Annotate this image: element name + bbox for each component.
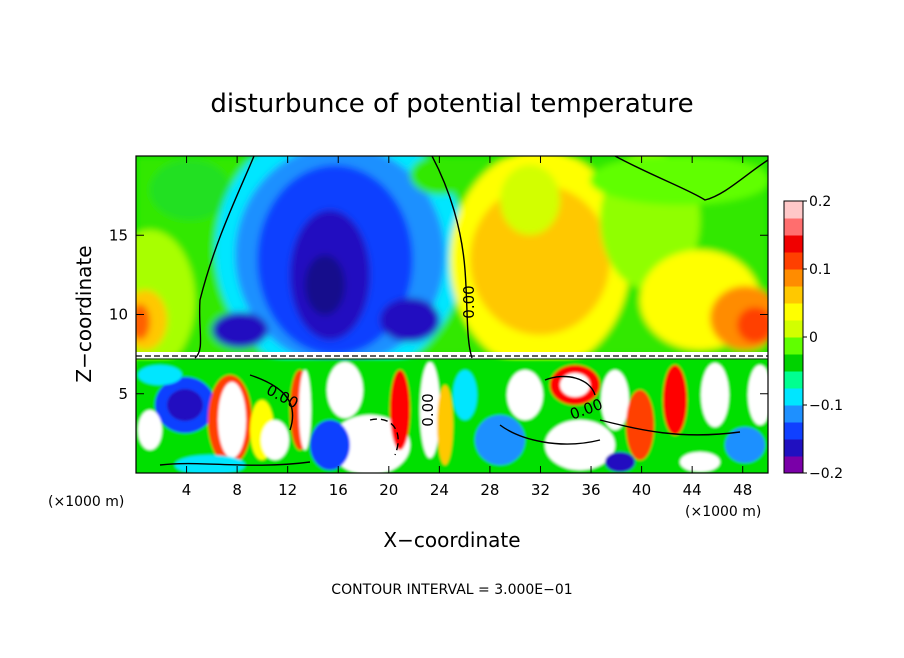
x-unit-right: (×1000 m) xyxy=(685,504,761,520)
x-axis: 4 8 12 16 20 24 28 32 36 40 44 48 xyxy=(182,156,752,499)
contour-interval-note: CONTOUR INTERVAL = 3.000E−01 xyxy=(331,582,572,598)
upper-field xyxy=(136,156,768,380)
y-axis-title: Z−coordinate xyxy=(72,245,96,382)
x-tick-label: 28 xyxy=(480,481,499,499)
colorbar-swatch xyxy=(784,269,803,287)
x-tick-label: 8 xyxy=(232,481,242,499)
colorbar-tick-label: −0.1 xyxy=(809,398,843,414)
y-tick-label: 10 xyxy=(109,306,128,324)
colorbar-swatch xyxy=(784,371,803,389)
y-axis: 5 10 15 xyxy=(109,226,768,403)
colorbar-swatch xyxy=(784,235,803,253)
colorbar-swatch xyxy=(784,303,803,321)
colorbar-tick-label: −0.2 xyxy=(809,466,843,482)
colorbar-swatch xyxy=(784,456,803,474)
colorbar: 0.2 0.1 0 −0.1 −0.2 xyxy=(783,194,843,482)
colorbar-swatch xyxy=(784,320,803,338)
y-tick-label: 5 xyxy=(118,385,128,403)
x-tick-label: 12 xyxy=(278,481,297,499)
x-unit-left: (×1000 m) xyxy=(48,494,124,510)
colorbar-tick-label: 0.1 xyxy=(809,262,831,278)
colorbar-swatch xyxy=(784,218,803,236)
colorbar-tick-label: 0 xyxy=(809,330,818,346)
x-axis-title: X−coordinate xyxy=(383,528,520,552)
x-tick-label: 44 xyxy=(683,481,702,499)
x-tick-label: 40 xyxy=(632,481,651,499)
colorbar-swatch xyxy=(784,354,803,372)
y-tick-label: 15 xyxy=(109,226,128,244)
contour-lines xyxy=(159,156,768,466)
plot-area: 0.00 0.00 0.00 0.00 xyxy=(136,156,768,473)
x-tick-label: 36 xyxy=(581,481,600,499)
x-tick-label: 24 xyxy=(430,481,449,499)
colorbar-swatch xyxy=(784,439,803,457)
x-tick-label: 20 xyxy=(379,481,398,499)
lower-field xyxy=(136,360,768,473)
x-tick-label: 48 xyxy=(733,481,752,499)
contour-label: 0.00 xyxy=(460,285,478,318)
x-tick-label: 32 xyxy=(531,481,550,499)
x-tick-label: 4 xyxy=(182,481,192,499)
colorbar-tick-label: 0.2 xyxy=(809,194,831,210)
chart-title: disturbunce of potential temperature xyxy=(210,89,693,119)
colorbar-swatch xyxy=(784,337,803,355)
colorbar-swatch xyxy=(784,201,803,219)
colorbar-swatch xyxy=(784,405,803,423)
colorbar-swatch xyxy=(784,252,803,270)
colorbar-swatch xyxy=(784,286,803,304)
contour-label: 0.00 xyxy=(419,393,437,426)
colorbar-swatch xyxy=(784,422,803,440)
x-tick-label: 16 xyxy=(329,481,348,499)
colorbar-swatch xyxy=(784,388,803,406)
